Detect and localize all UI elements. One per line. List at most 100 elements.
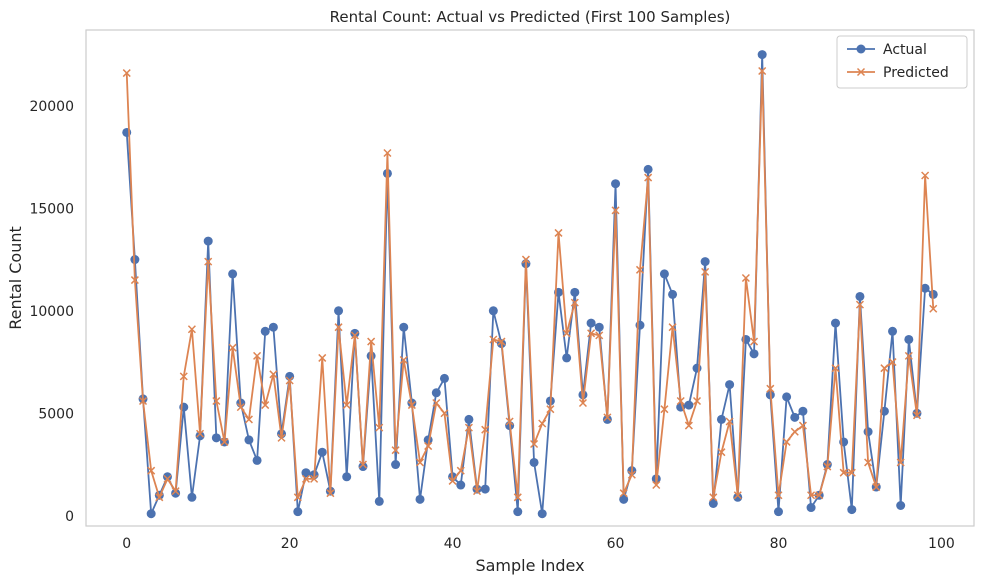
point-actual (162, 472, 172, 482)
point-predicted (228, 343, 237, 352)
point-predicted (554, 228, 563, 237)
point-actual (391, 460, 401, 470)
point-predicted (391, 446, 400, 455)
point-predicted (921, 171, 930, 180)
point-predicted (530, 439, 539, 449)
point-predicted (684, 421, 693, 430)
point-predicted (603, 413, 612, 422)
point-predicted (847, 468, 856, 477)
point-predicted (676, 396, 685, 406)
point-predicted (627, 470, 636, 479)
point-predicted (196, 429, 205, 438)
point-actual (725, 380, 735, 390)
point-predicted (277, 433, 286, 442)
point-actual (350, 328, 360, 338)
point-predicted (807, 491, 816, 500)
y-ticks: 0 5000 10000 15000 20000 (29, 99, 74, 525)
point-actual (594, 322, 604, 332)
point-actual (920, 283, 930, 293)
y-axis-label: Rental Count (6, 226, 25, 330)
point-predicted (432, 398, 441, 408)
point-predicted (326, 489, 335, 498)
point-actual (268, 322, 278, 332)
point-actual (228, 269, 238, 279)
legend-actual-label: Actual (883, 42, 927, 58)
chart-title: Rental Count: Actual vs Predicted (First… (330, 8, 731, 26)
point-actual (252, 455, 262, 465)
point-actual (293, 507, 303, 517)
point-predicted (562, 329, 571, 338)
point-actual (456, 480, 466, 490)
point-actual (415, 494, 425, 504)
point-actual (464, 414, 474, 424)
point-predicted (766, 384, 775, 393)
point-predicted (587, 329, 596, 338)
point-predicted (929, 304, 938, 313)
point-predicted (456, 466, 465, 475)
point-actual (374, 496, 384, 506)
point-actual (749, 349, 759, 359)
x-tick-label: 100 (928, 536, 955, 552)
point-predicted (611, 206, 620, 215)
point-predicted (318, 353, 327, 362)
point-predicted (635, 265, 645, 274)
point-predicted (839, 468, 848, 477)
point-actual (260, 326, 270, 336)
point-actual (847, 505, 857, 515)
point-actual (619, 494, 629, 504)
point-predicted (823, 462, 832, 471)
point-actual (798, 406, 808, 416)
series-layer (122, 50, 938, 519)
point-predicted (652, 480, 661, 490)
point-actual (529, 457, 539, 467)
point-predicted (864, 458, 873, 467)
point-predicted (358, 460, 368, 469)
point-predicted (310, 474, 319, 483)
point-predicted (342, 401, 351, 410)
point-actual (203, 236, 213, 246)
point-predicted (253, 351, 262, 360)
point-predicted (163, 474, 172, 483)
x-tick-label: 20 (281, 536, 299, 552)
point-actual (195, 431, 205, 441)
point-predicted (334, 323, 343, 332)
point-predicted (660, 405, 669, 414)
point-predicted (383, 148, 392, 158)
point-actual (513, 507, 523, 517)
point-predicted (741, 273, 750, 283)
point-actual (611, 179, 621, 189)
point-predicted (179, 372, 188, 381)
point-predicted (750, 337, 759, 346)
point-predicted (733, 491, 742, 500)
point-actual (399, 322, 409, 332)
point-actual (904, 334, 914, 344)
point-predicted (595, 331, 604, 340)
x-axis-label: Sample Index (475, 556, 584, 575)
point-predicted (570, 298, 579, 307)
point-predicted (619, 489, 628, 498)
point-predicted (872, 483, 881, 492)
point-predicted (415, 458, 425, 467)
point-actual (146, 509, 156, 519)
point-predicted (880, 364, 889, 373)
point-actual (716, 414, 726, 424)
point-predicted (220, 437, 229, 446)
point-actual (708, 498, 718, 508)
point-predicted (138, 396, 148, 406)
x-tick-label: 60 (607, 536, 625, 552)
point-predicted (481, 425, 490, 434)
point-predicted (782, 437, 791, 446)
point-predicted (521, 255, 530, 264)
point-actual (317, 447, 327, 457)
point-predicted (831, 364, 840, 373)
point-actual (806, 503, 816, 513)
point-predicted (473, 487, 482, 496)
point-predicted (187, 325, 196, 334)
point-actual (244, 435, 254, 445)
point-actual (187, 492, 197, 502)
point-predicted (546, 405, 555, 414)
plot-area (85, 29, 975, 527)
point-actual (431, 388, 441, 398)
point-actual (602, 414, 612, 424)
y-tick-label: 5000 (38, 406, 74, 422)
